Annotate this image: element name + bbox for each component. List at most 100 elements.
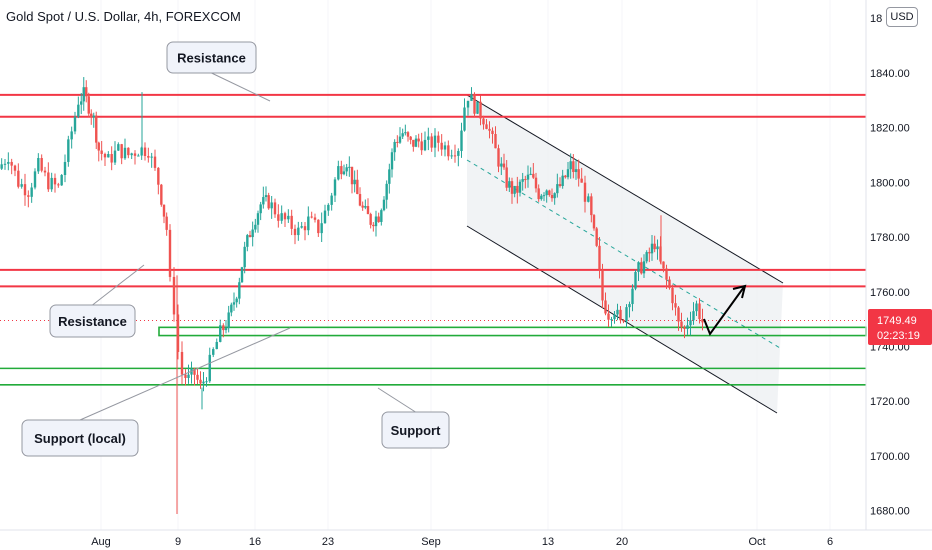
level-lines	[0, 93, 867, 386]
price-tick-label: 1840.00	[870, 68, 910, 80]
candle-body	[404, 132, 407, 134]
candle-body	[95, 115, 98, 143]
price-tick-label: 1700.00	[870, 451, 910, 463]
candle-body	[482, 118, 485, 125]
resistance-mid-callout-pointer	[92, 264, 145, 306]
candle-body	[613, 314, 616, 320]
candle-body	[313, 217, 317, 220]
candle-body	[43, 170, 47, 173]
candle-body	[388, 169, 391, 184]
candle-body	[7, 161, 10, 164]
candle-body	[656, 246, 659, 250]
candle-body	[248, 235, 252, 238]
candle-body	[184, 374, 187, 378]
candle-body	[348, 166, 351, 168]
support-local-callout-box	[21, 419, 139, 457]
candle-body	[619, 309, 622, 321]
candle-body	[650, 243, 654, 254]
candle-body	[133, 153, 137, 156]
candle-body	[97, 142, 100, 151]
candle-body	[107, 154, 110, 158]
candle-body	[642, 261, 646, 274]
candle-body	[516, 185, 519, 193]
candle-body	[251, 229, 254, 238]
candle-body	[130, 153, 133, 156]
support-callout-label: Support	[391, 423, 441, 438]
candle-body	[172, 276, 176, 315]
candle-body	[598, 245, 601, 270]
candle-body	[222, 325, 225, 331]
channel-upper-line	[466, 94, 784, 284]
candle-body	[273, 202, 277, 215]
time-tick-label: 20	[616, 536, 628, 548]
candle-body	[17, 170, 20, 187]
projection-arrowhead	[732, 284, 747, 299]
candle-body	[417, 138, 420, 142]
candle-body	[310, 216, 313, 218]
price-tag-bg	[868, 309, 932, 345]
candle-body	[27, 195, 30, 197]
candle-body	[695, 303, 698, 312]
candle-body	[127, 147, 130, 156]
candle-body	[150, 156, 153, 158]
candle-body	[160, 184, 163, 205]
candle-body	[162, 204, 166, 217]
candle-body	[683, 327, 686, 329]
candle-body	[280, 213, 283, 221]
candle-body	[662, 261, 665, 269]
candle-body	[123, 147, 127, 159]
candle-body	[333, 179, 337, 196]
candle-body	[330, 195, 333, 205]
candle-body	[227, 312, 230, 329]
candle-body	[524, 179, 527, 181]
channel-fill	[467, 95, 783, 413]
candle-body	[323, 210, 327, 224]
candle-body	[50, 177, 53, 190]
candle-body	[433, 135, 437, 148]
candle-body	[607, 313, 610, 320]
currency-badge[interactable]: USD	[886, 7, 918, 27]
candle-body	[202, 381, 205, 384]
candle-body	[240, 267, 244, 283]
candle-body	[420, 141, 423, 151]
candle-body	[232, 302, 236, 305]
candle-body	[320, 223, 323, 234]
time-tick-label: 23	[322, 536, 334, 548]
candle-body	[20, 184, 23, 187]
price-tick-label: 1680.00	[870, 506, 910, 518]
candle-body	[529, 173, 532, 175]
candle-body	[100, 150, 103, 154]
candle-body	[423, 139, 427, 151]
candle-body	[494, 134, 497, 149]
candle-body	[153, 156, 157, 168]
candle-body	[466, 100, 470, 108]
candle-body	[0, 164, 3, 169]
candle-body	[366, 206, 370, 215]
candle-body	[243, 246, 246, 268]
candle-body	[37, 158, 40, 172]
resistance-top-callout-label: Resistance	[177, 51, 246, 66]
candle-body	[270, 202, 273, 209]
candle-body	[427, 136, 430, 140]
price-tick-label: 1720.00	[870, 396, 910, 408]
candle-body	[340, 166, 343, 175]
candle-body	[574, 169, 578, 173]
candle-body	[556, 184, 559, 194]
candle-body	[256, 213, 260, 225]
candle-body	[409, 136, 412, 140]
candle-body	[290, 215, 293, 229]
price-tag-value: 1749.49	[877, 315, 917, 327]
candle-body	[110, 154, 113, 163]
candle-body	[628, 304, 631, 308]
candle-body	[542, 195, 546, 197]
candle-body	[143, 147, 147, 156]
candle-body	[80, 101, 83, 105]
candle-body	[287, 215, 290, 220]
candle-body	[364, 206, 367, 208]
candle-body	[698, 303, 701, 320]
resistance-top-callout-box	[166, 41, 257, 74]
candle-body	[85, 87, 88, 97]
candle-body	[550, 194, 554, 199]
candle-body	[430, 136, 433, 148]
